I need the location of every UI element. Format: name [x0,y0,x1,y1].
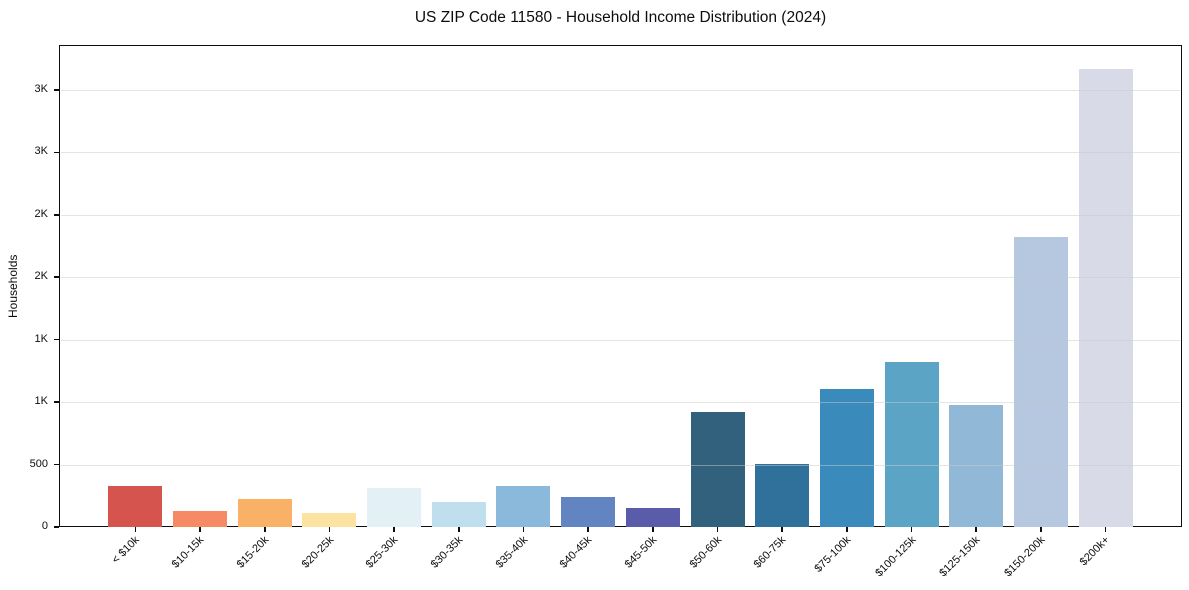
y-tick-label: 3K [34,145,48,158]
x-tick-label: $75-100k [812,534,854,575]
x-tick-label: $50-60k [687,534,725,571]
y-tick-mark [54,338,59,341]
chart-title: US ZIP Code 11580 - Household Income Dis… [414,9,827,26]
y-tick-label: 500 [29,457,48,470]
bar [690,412,745,527]
x-tick-mark [393,527,395,532]
bar [819,389,874,527]
y-tick-label: 1K [34,332,48,345]
x-tick-mark [846,527,848,532]
y-tick-mark [54,401,59,403]
x-tick-label: $40-45k [558,534,595,571]
x-tick-label: $125-150k [937,534,983,580]
x-tick-mark [1104,527,1107,532]
x-tick-label: $15-20k [234,534,272,571]
bar [431,502,486,527]
bar [302,513,357,527]
y-tick-label: 1K [34,395,48,408]
y-tick-mark [54,214,59,216]
y-tick-mark [54,463,59,466]
x-tick-mark [652,527,654,532]
y-tick-mark [54,89,59,91]
bar [755,463,810,527]
x-tick-label: < $10k [109,534,142,567]
x-tick-label: $10-15k [169,534,207,571]
bar [108,485,163,527]
x-tick-label: $45-50k [622,534,660,571]
x-tick-mark [781,527,783,532]
x-tick-mark [457,527,460,532]
bar [949,405,1004,527]
y-tick-label: 2K [34,270,48,283]
bar [625,507,680,527]
y-tick-label: 2K [34,207,48,220]
y-tick-label: 3K [34,82,48,95]
x-tick-mark [328,527,331,532]
x-tick-mark [199,527,201,532]
y-tick-label: 0 [41,520,48,532]
bar [1078,68,1133,527]
bar [237,498,292,527]
bar [884,362,939,527]
y-axis-label: Households [6,254,20,318]
x-tick-label: $35-40k [493,534,530,571]
y-tick-mark [54,151,59,154]
bar [367,488,422,527]
y-tick-mark [54,526,59,528]
x-tick-mark [263,527,266,532]
x-tick-label: $30-35k [428,534,466,571]
x-tick-mark [522,527,525,532]
x-tick-label: $100-125k [872,534,919,580]
bar [1013,237,1068,527]
x-tick-label: $200k+ [1077,534,1113,569]
x-tick-mark [910,527,913,532]
x-tick-label: $150-200k [1002,534,1048,580]
x-tick-mark [587,527,589,532]
x-tick-mark [1040,527,1042,532]
bar [561,497,616,527]
x-tick-mark [716,527,719,532]
bar [173,511,228,527]
y-tick-mark [54,276,59,279]
x-tick-mark [134,527,137,532]
bar [496,485,551,527]
x-tick-label: $25-30k [363,534,401,571]
x-tick-label: $60-75k [752,534,789,571]
x-tick-label: $20-25k [299,534,336,571]
x-tick-mark [975,527,978,532]
